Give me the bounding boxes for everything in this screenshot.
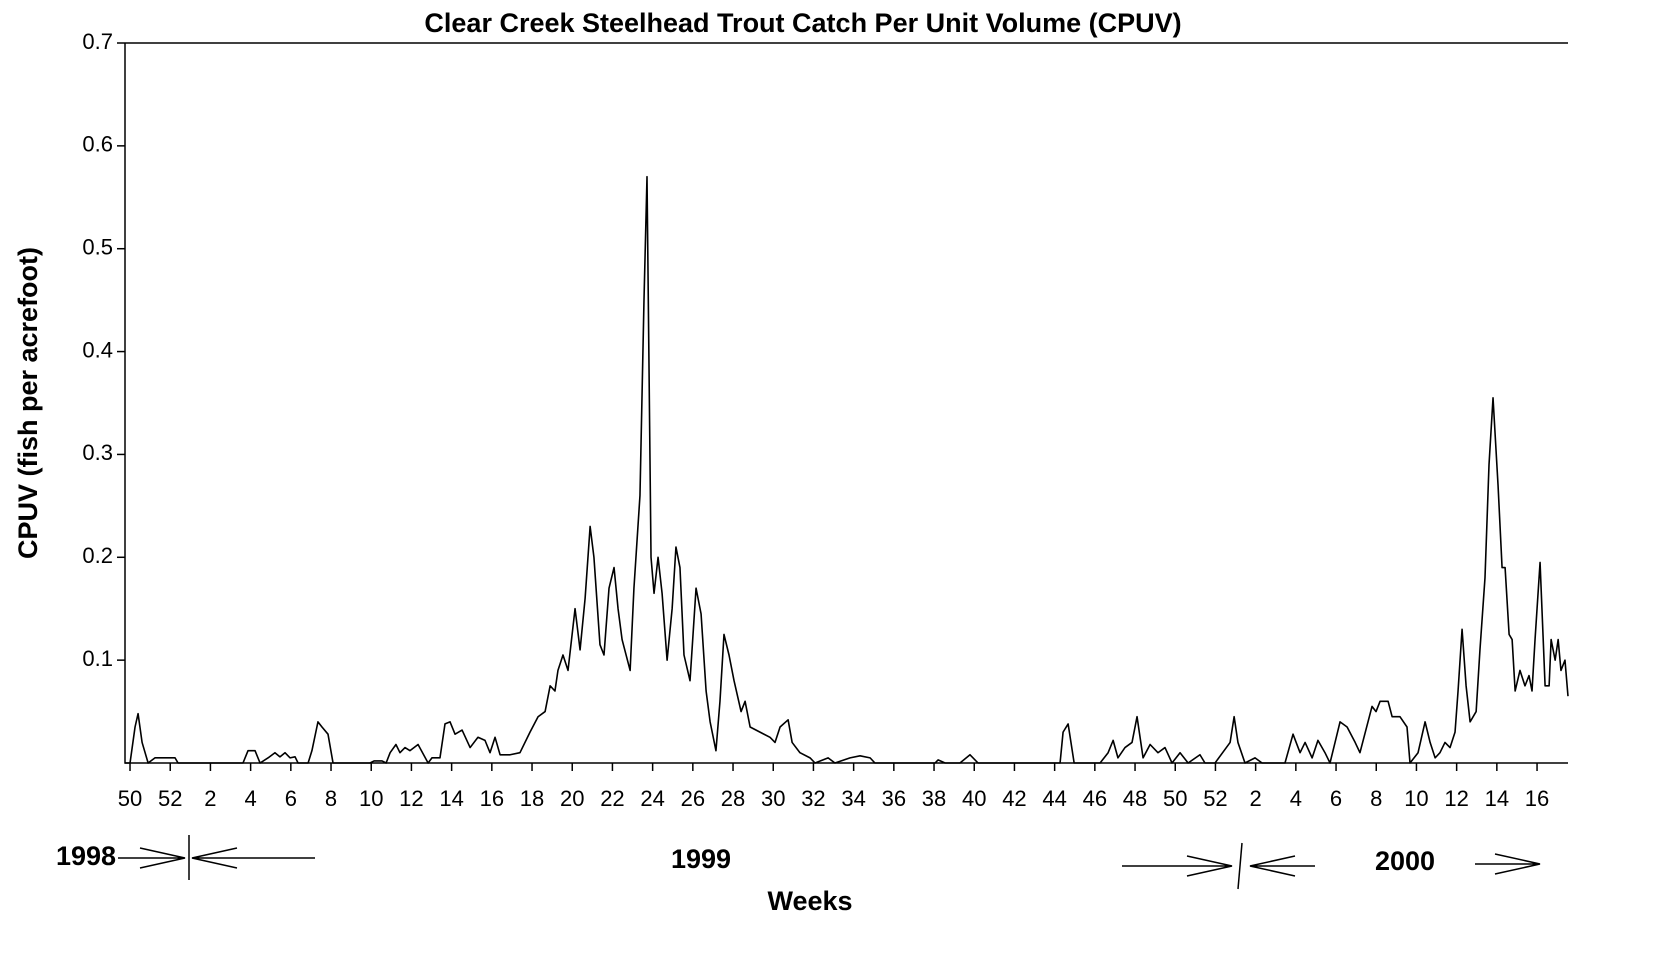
x-tick-label: 14 bbox=[439, 786, 463, 811]
x-tick-label: 12 bbox=[1444, 786, 1468, 811]
y-tick-label: 0.4 bbox=[82, 337, 113, 362]
x-tick-label: 4 bbox=[1290, 786, 1302, 811]
x-tick-label: 10 bbox=[359, 786, 383, 811]
x-tick-label: 38 bbox=[922, 786, 946, 811]
x-tick-label: 48 bbox=[1123, 786, 1147, 811]
y-tick-label: 0.5 bbox=[82, 235, 113, 260]
year-label: 2000 bbox=[1375, 846, 1435, 876]
x-tick-label: 34 bbox=[841, 786, 865, 811]
axes bbox=[124, 42, 1568, 764]
y-tick-label: 0.2 bbox=[82, 543, 113, 568]
x-tick-label: 50 bbox=[1163, 786, 1187, 811]
year-label: 1998 bbox=[56, 841, 116, 871]
year-arrows bbox=[118, 835, 1541, 890]
chart-title: Clear Creek Steelhead Trout Catch Per Un… bbox=[424, 8, 1181, 38]
x-tick-label: 24 bbox=[640, 786, 664, 811]
x-tick-label: 30 bbox=[761, 786, 785, 811]
x-tick-label: 8 bbox=[325, 786, 337, 811]
x-tick-label: 52 bbox=[1203, 786, 1227, 811]
x-tick-label: 52 bbox=[158, 786, 182, 811]
x-tick-label: 16 bbox=[1525, 786, 1549, 811]
x-tick-label: 18 bbox=[520, 786, 544, 811]
x-tick-label: 16 bbox=[480, 786, 504, 811]
x-tick-label: 12 bbox=[399, 786, 423, 811]
data-line bbox=[125, 175, 1569, 764]
y-tick-label: 0.6 bbox=[82, 132, 113, 157]
year-label: 1999 bbox=[671, 844, 731, 874]
x-tick-label: 20 bbox=[560, 786, 584, 811]
x-tick-label: 2 bbox=[1250, 786, 1262, 811]
x-tick-label: 6 bbox=[1330, 786, 1342, 811]
x-tick-label: 22 bbox=[600, 786, 624, 811]
x-tick-label: 44 bbox=[1042, 786, 1066, 811]
y-tick-label: 0.3 bbox=[82, 440, 113, 465]
x-tick-label: 2 bbox=[204, 786, 216, 811]
x-tick-label: 46 bbox=[1083, 786, 1107, 811]
y-axis-title: CPUV (fish per acrefoot) bbox=[13, 247, 43, 559]
y-tick-label: 0.1 bbox=[82, 646, 113, 671]
x-tick-label: 10 bbox=[1404, 786, 1428, 811]
y-tick-label: 0.7 bbox=[82, 29, 113, 54]
x-tick-label: 40 bbox=[962, 786, 986, 811]
x-tick-label: 26 bbox=[681, 786, 705, 811]
x-axis-title: Weeks bbox=[767, 886, 852, 916]
x-tick-label: 4 bbox=[245, 786, 257, 811]
x-tick-label: 14 bbox=[1485, 786, 1509, 811]
x-tick-label: 32 bbox=[801, 786, 825, 811]
x-tick-label: 36 bbox=[882, 786, 906, 811]
x-tick-label: 50 bbox=[118, 786, 142, 811]
x-tick-label: 8 bbox=[1370, 786, 1382, 811]
x-tick-label: 42 bbox=[1002, 786, 1026, 811]
x-tick-label: 28 bbox=[721, 786, 745, 811]
x-tick-label: 6 bbox=[285, 786, 297, 811]
